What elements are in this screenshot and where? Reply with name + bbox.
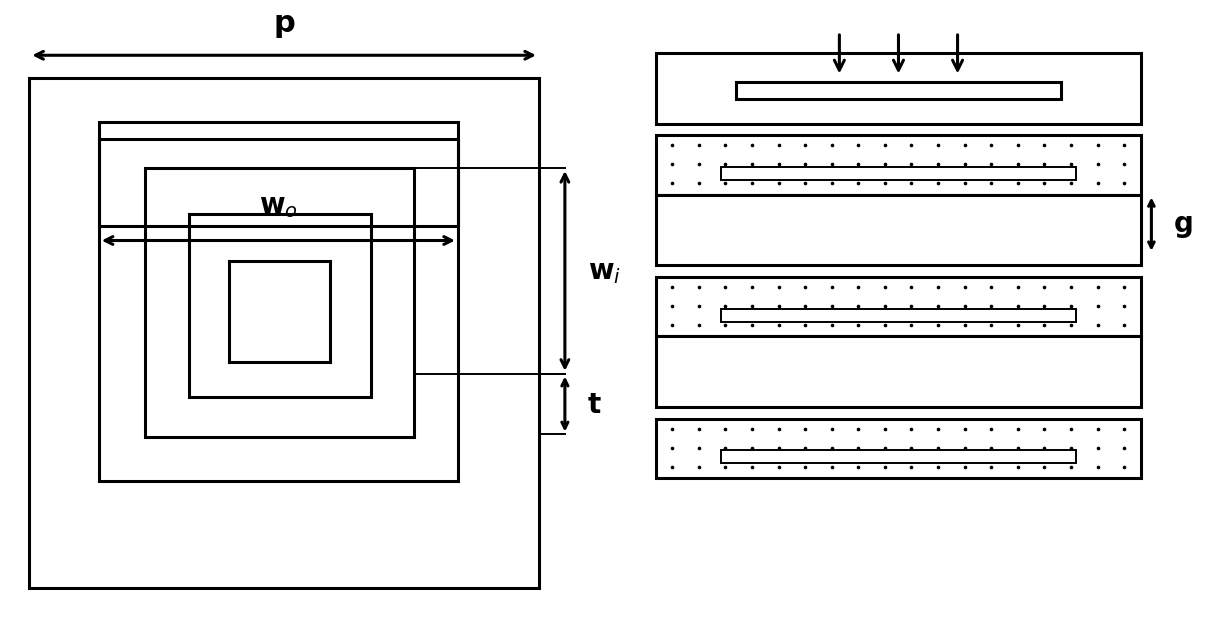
Bar [229, 261, 330, 362]
Text: p: p [274, 9, 295, 38]
Bar [736, 82, 1061, 99]
Text: t: t [589, 391, 602, 420]
Text: w$_o$: w$_o$ [259, 192, 298, 220]
Bar [721, 451, 1076, 463]
Text: w$_i$: w$_i$ [589, 258, 621, 286]
Bar [145, 168, 415, 437]
Bar [99, 122, 458, 481]
Text: g: g [1173, 210, 1193, 238]
Bar [656, 336, 1141, 407]
Bar [99, 139, 458, 226]
Bar [188, 215, 371, 397]
Bar [721, 309, 1076, 322]
Bar [656, 277, 1141, 336]
Bar [29, 78, 539, 588]
Bar [656, 136, 1141, 194]
Bar [656, 419, 1141, 478]
Bar [656, 194, 1141, 266]
Bar [721, 167, 1076, 180]
Bar [656, 53, 1141, 124]
